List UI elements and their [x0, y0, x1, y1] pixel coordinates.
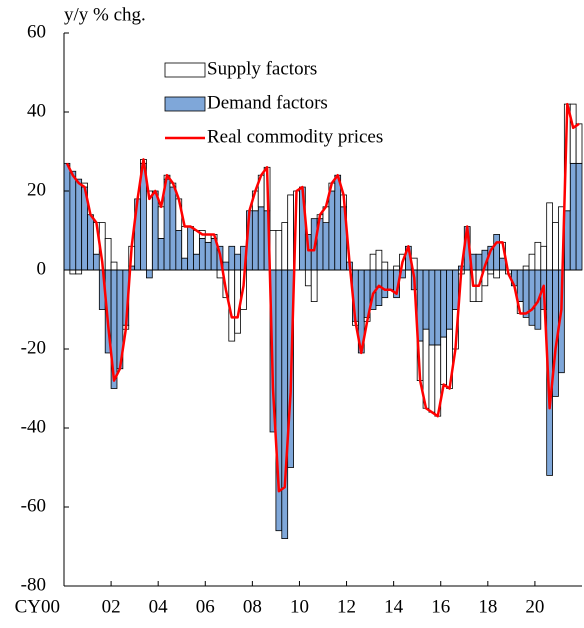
bar	[375, 249, 383, 271]
bar	[251, 210, 259, 271]
bar	[181, 226, 189, 259]
bar	[516, 269, 524, 303]
bar	[146, 269, 153, 279]
bar	[69, 170, 77, 271]
x-tick-label: 08	[243, 596, 262, 617]
bar	[198, 237, 206, 271]
bar	[193, 230, 200, 255]
bar	[204, 241, 212, 271]
bar	[487, 269, 495, 275]
bar	[93, 253, 100, 271]
y-tick-label: -20	[21, 337, 46, 358]
y-axis-label: y/y % chg.	[64, 4, 146, 25]
legend-swatch	[164, 96, 206, 112]
x-tick-label: 10	[290, 596, 309, 617]
price-line	[65, 102, 580, 493]
bar	[328, 190, 336, 271]
bar	[493, 269, 500, 279]
bar	[522, 265, 530, 271]
bar	[310, 269, 318, 303]
bar	[257, 206, 265, 271]
bar	[269, 230, 277, 271]
bar	[434, 269, 442, 346]
bar	[440, 336, 448, 385]
bar	[440, 269, 448, 338]
bar	[275, 230, 283, 271]
x-tick-label: 02	[102, 596, 121, 617]
x-tick-label: CY00	[15, 596, 60, 617]
bar	[75, 178, 83, 271]
y-tick-label: -80	[21, 574, 46, 595]
x-tick-label: 14	[384, 596, 404, 617]
bar	[428, 344, 436, 413]
bar	[534, 241, 542, 271]
bar	[422, 269, 430, 330]
bar	[169, 186, 177, 271]
bar	[528, 253, 536, 271]
y-tick-label: 20	[27, 179, 46, 200]
bar	[563, 210, 571, 271]
bar	[393, 265, 400, 271]
bar	[446, 269, 453, 330]
x-tick-label: 20	[525, 596, 544, 617]
bar	[281, 269, 289, 540]
y-tick-label: 0	[37, 258, 47, 279]
bar	[87, 214, 94, 271]
bar	[151, 190, 159, 271]
bar	[146, 190, 153, 271]
x-tick-label: 12	[337, 596, 356, 617]
bar	[528, 269, 536, 326]
bar	[110, 261, 118, 271]
bar	[281, 222, 289, 271]
bar	[575, 162, 583, 271]
bar	[546, 202, 553, 271]
bar	[104, 237, 112, 271]
y-tick-label: -40	[21, 416, 46, 437]
bar	[522, 269, 530, 318]
bar	[540, 245, 548, 271]
bar	[569, 103, 577, 164]
x-tick-label: 16	[431, 596, 450, 617]
y-tick-label: 60	[27, 21, 46, 42]
bar	[234, 253, 241, 271]
bar	[181, 257, 189, 271]
bar	[428, 269, 436, 346]
bar	[157, 237, 165, 271]
bar	[157, 206, 165, 239]
bar	[69, 269, 77, 275]
bar	[304, 269, 312, 287]
y-tick-label: -60	[21, 495, 46, 516]
y-tick-label: 40	[27, 100, 46, 121]
bar	[381, 261, 389, 271]
bar	[334, 174, 342, 271]
bar	[287, 194, 294, 271]
x-tick-label: 18	[478, 596, 497, 617]
bar	[475, 253, 483, 271]
bar	[493, 234, 500, 271]
bar	[452, 269, 459, 310]
bar	[369, 253, 377, 271]
x-tick-label: 04	[149, 596, 169, 617]
legend-label: Supply factors	[207, 58, 317, 79]
bar	[322, 222, 330, 271]
bar	[575, 123, 583, 164]
bar	[387, 269, 395, 291]
legend-swatch	[164, 62, 206, 78]
bar	[63, 162, 71, 271]
legend-label: Real commodity prices	[207, 126, 383, 147]
bar	[75, 269, 83, 275]
bar	[175, 230, 183, 271]
bar	[569, 162, 577, 271]
bar	[228, 245, 236, 271]
x-tick-label: 06	[196, 596, 215, 617]
bar	[193, 253, 200, 271]
bar	[381, 269, 389, 299]
bar	[222, 261, 230, 271]
legend-label: Demand factors	[207, 92, 328, 113]
bar	[552, 222, 559, 271]
bar	[187, 226, 194, 271]
